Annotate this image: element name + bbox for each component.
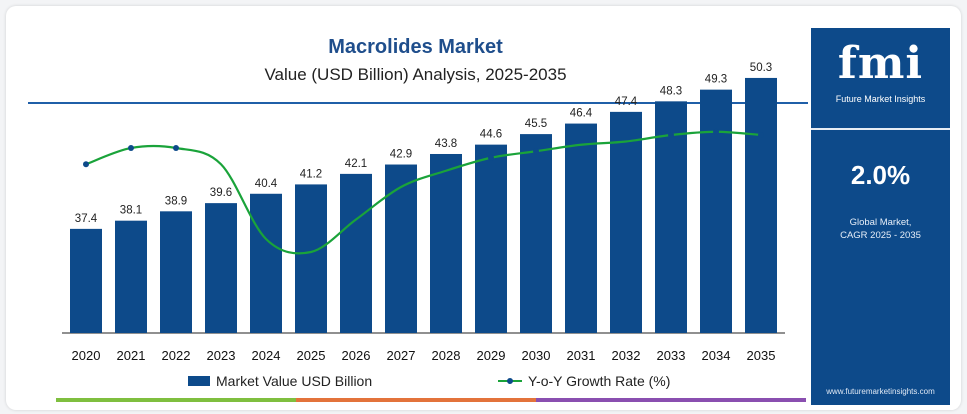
bar-2025 xyxy=(295,184,327,333)
x-tick-2035: 2035 xyxy=(747,348,776,363)
sidebar-panel: fmi Future Market Insights 2.0% Global M… xyxy=(811,28,950,405)
legend-line-label: Y-o-Y Growth Rate (%) xyxy=(528,373,671,389)
sidebar-divider xyxy=(811,128,950,130)
bar-2034 xyxy=(700,89,732,333)
chart-panel: Macrolides Market Value (USD Billion) An… xyxy=(28,26,958,410)
x-tick-2028: 2028 xyxy=(432,348,461,363)
x-tick-2031: 2031 xyxy=(567,348,596,363)
title-divider xyxy=(28,102,808,104)
x-tick-2021: 2021 xyxy=(117,348,146,363)
growth-point-2021 xyxy=(128,145,134,151)
x-tick-2024: 2024 xyxy=(252,348,281,363)
bar-2028 xyxy=(430,153,462,333)
x-tick-2033: 2033 xyxy=(657,348,686,363)
data-label-2034: 49.3 xyxy=(705,74,727,86)
cagr-label: Global Market, CAGR 2025 - 2035 xyxy=(811,216,950,242)
x-tick-2032: 2032 xyxy=(612,348,641,363)
growth-rate-line xyxy=(85,130,762,255)
bar-2029 xyxy=(475,144,507,333)
accent-strip-green xyxy=(56,398,296,402)
data-label-2025: 41.2 xyxy=(300,168,322,180)
chart-title: Macrolides Market xyxy=(328,36,503,58)
legend-line-series: Y-o-Y Growth Rate (%) xyxy=(498,373,670,389)
data-label-2028: 43.8 xyxy=(435,138,457,150)
x-tick-2029: 2029 xyxy=(477,348,506,363)
bar-2027 xyxy=(385,164,417,333)
chart-plot: 37.4 2020 38.1 2021 38.9 2022 39.6 2023 40.4 2024… xyxy=(62,62,785,363)
fmi-logo: fmi xyxy=(837,38,924,89)
cagr-label-line2: CAGR 2025 - 2035 xyxy=(840,230,921,241)
data-label-2022: 38.9 xyxy=(165,195,187,207)
x-tick-2027: 2027 xyxy=(387,348,416,363)
bar-2031 xyxy=(565,123,597,333)
growth-point-2035 xyxy=(758,132,764,138)
data-label-2030: 45.5 xyxy=(525,118,547,130)
growth-point-2033 xyxy=(668,132,674,138)
x-tick-2022: 2022 xyxy=(162,348,191,363)
legend-bar-series: Market Value USD Billion xyxy=(188,373,372,389)
data-label-2027: 42.9 xyxy=(390,149,412,161)
x-tick-2030: 2030 xyxy=(522,348,551,363)
cagr-value: 2.0% xyxy=(850,160,911,190)
data-label-2035: 50.3 xyxy=(750,62,772,74)
bar-2021 xyxy=(115,220,147,333)
data-label-2032: 47.4 xyxy=(615,96,638,108)
chart-card: Macrolides Market Value (USD Billion) An… xyxy=(6,6,961,410)
bar-2023 xyxy=(205,203,237,333)
accent-strip-orange xyxy=(296,398,536,402)
growth-point-2030 xyxy=(533,148,539,155)
x-tick-2023: 2023 xyxy=(207,348,236,363)
data-label-2023: 39.6 xyxy=(210,187,232,199)
x-tick-2034: 2034 xyxy=(702,348,731,363)
x-tick-2020: 2020 xyxy=(72,348,101,363)
website-url: www.futuremarketinsights.com xyxy=(826,387,935,396)
bar-2033 xyxy=(655,101,687,333)
legend-bar-label: Market Value USD Billion xyxy=(216,373,373,389)
growth-point-2029 xyxy=(488,154,494,161)
data-label-2024: 40.4 xyxy=(255,178,278,190)
data-label-2031: 46.4 xyxy=(570,108,593,120)
chart-subtitle: Value (USD Billion) Analysis, 2025-2035 xyxy=(264,65,567,84)
legend-line-swatch xyxy=(498,376,522,386)
bar-2035 xyxy=(745,77,777,333)
growth-point-2020 xyxy=(83,161,89,168)
data-label-2020: 37.4 xyxy=(75,213,98,225)
data-label-2029: 44.6 xyxy=(480,129,502,141)
bar-2024 xyxy=(250,193,282,333)
growth-point-2022 xyxy=(173,145,179,151)
cagr-label-line1: Global Market, xyxy=(849,217,912,228)
data-label-2021: 38.1 xyxy=(120,205,142,217)
x-tick-2026: 2026 xyxy=(342,348,371,363)
legend-bar-swatch xyxy=(188,376,210,386)
growth-point-2034 xyxy=(713,128,719,135)
accent-strip-purple xyxy=(536,398,806,402)
bar-2020 xyxy=(70,228,102,333)
bar-2026 xyxy=(340,173,372,333)
bar-2030 xyxy=(520,134,552,333)
bar-2032 xyxy=(610,111,642,334)
logo-subtext: Future Market Insights xyxy=(835,94,926,104)
data-label-2033: 48.3 xyxy=(660,85,682,97)
x-tick-2025: 2025 xyxy=(297,348,326,363)
bar-2022 xyxy=(160,211,192,333)
data-label-2026: 42.1 xyxy=(345,158,367,170)
